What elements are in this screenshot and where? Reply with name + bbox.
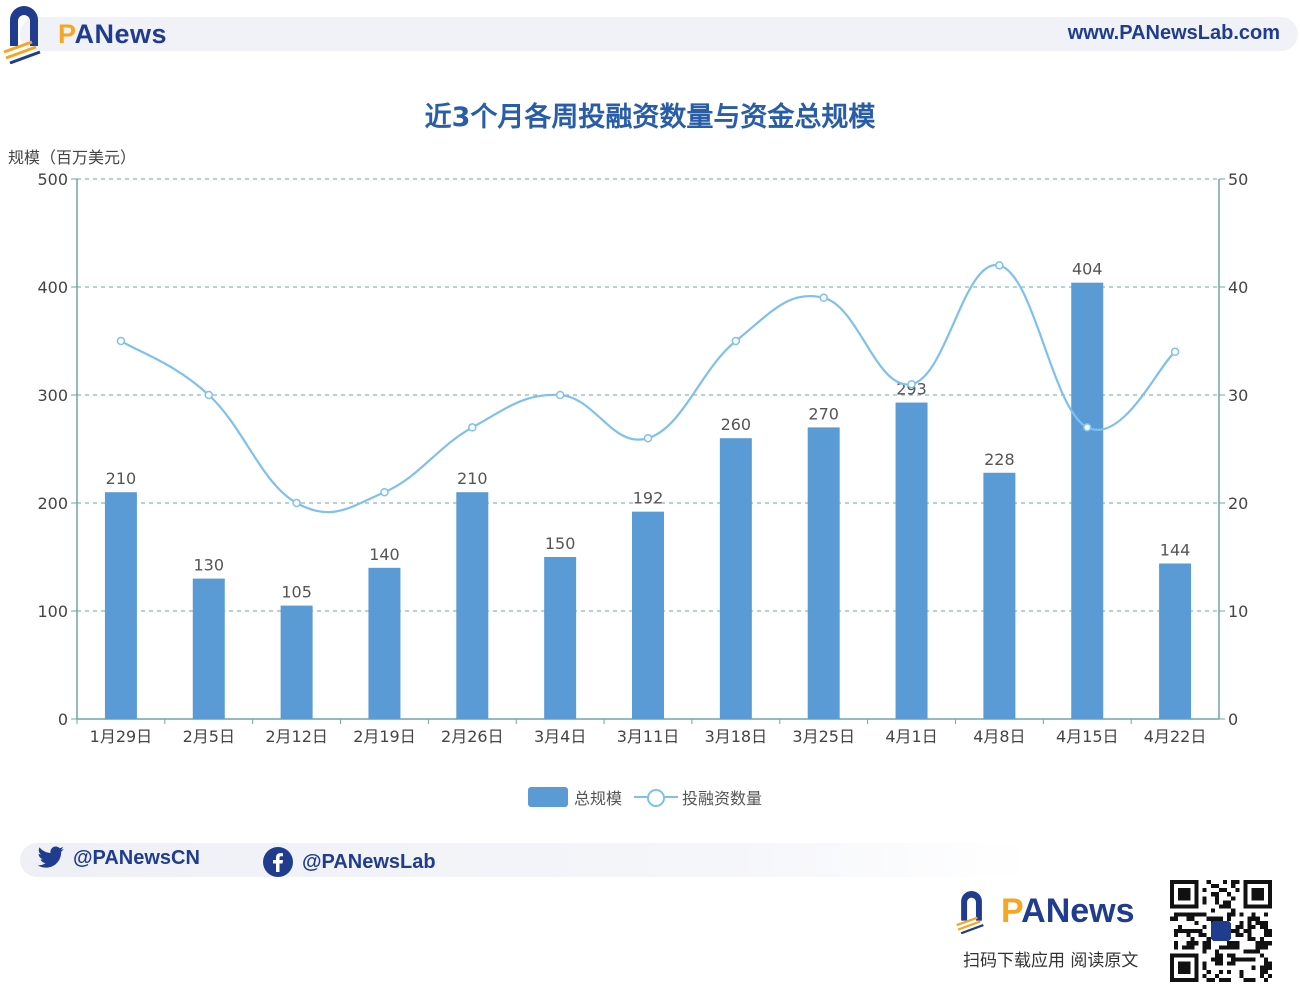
- line-point: [819, 293, 828, 303]
- bar-value-label: 260: [721, 415, 752, 434]
- bar-value-label: 130: [193, 556, 224, 575]
- header-brand[interactable]: PANews: [58, 19, 168, 49]
- x-tick-label: 2月26日: [441, 727, 504, 746]
- social-bar: [20, 843, 1030, 877]
- line-point: [995, 261, 1004, 270]
- y-tick-label: 500: [37, 170, 68, 189]
- bar: [192, 578, 225, 719]
- line-point: [204, 390, 214, 400]
- chart-title: 近3个月各周投融资数量与资金总规模: [424, 102, 876, 133]
- bar: [1159, 563, 1192, 719]
- y-axis-title: 规模（百万美元）: [8, 148, 137, 167]
- bar: [983, 472, 1016, 719]
- twitter-icon: [37, 846, 64, 868]
- bar-value-label: 192: [633, 489, 664, 508]
- line-point: [116, 336, 126, 346]
- x-tick-label: 4月15日: [1056, 727, 1119, 746]
- panews-logo-icon: [3, 6, 41, 64]
- x-tick-label: 2月12日: [265, 727, 328, 746]
- series-line: [120, 264, 1176, 514]
- x-tick-label: 3月18日: [705, 727, 768, 746]
- x-tick-label: 3月25日: [792, 727, 855, 746]
- legend-line-swatch[interactable]: [634, 787, 679, 807]
- y2-tick-label: 20: [1228, 494, 1248, 513]
- x-tick-label: 1月29日: [90, 727, 153, 746]
- legend-label-total[interactable]: 总规模: [574, 789, 623, 808]
- bar: [280, 605, 313, 719]
- bar: [104, 492, 137, 719]
- x-tick-label: 2月19日: [353, 727, 416, 746]
- bar: [368, 567, 401, 719]
- bar-value-label: 228: [984, 450, 1015, 469]
- bar: [719, 438, 752, 719]
- line-point: [1170, 347, 1180, 357]
- header-bar: [20, 17, 1298, 51]
- facebook-icon: [263, 847, 293, 877]
- bar: [1071, 282, 1104, 719]
- x-tick-label: 4月22日: [1144, 727, 1207, 746]
- footer-brand[interactable]: PANews: [955, 888, 1135, 934]
- legend-bar-swatch[interactable]: [528, 787, 568, 807]
- scan-instruction: 扫码下载应用 阅读原文: [963, 951, 1139, 971]
- x-tick-label: 4月8日: [973, 727, 1025, 746]
- line-point: [292, 498, 301, 508]
- bar-value-label: 210: [106, 469, 137, 488]
- line-point: [643, 433, 653, 443]
- x-tick-label: 3月11日: [617, 727, 680, 746]
- y2-tick-label: 40: [1228, 278, 1248, 297]
- y-tick-label: 100: [37, 602, 68, 621]
- line-point: [468, 423, 477, 432]
- y-tick-label: 400: [37, 278, 68, 297]
- bar-value-label: 140: [369, 545, 400, 564]
- y-tick-label: 200: [37, 494, 68, 513]
- twitter-handle: @PANewsCN: [73, 846, 200, 869]
- bar: [544, 557, 577, 719]
- bar: [456, 492, 489, 719]
- bar-value-label: 105: [281, 583, 312, 602]
- facebook-link[interactable]: @PANewsLab: [262, 846, 436, 878]
- legend-label-count[interactable]: 投融资数量: [682, 789, 763, 808]
- y2-tick-label: 0: [1228, 710, 1238, 729]
- bar: [895, 402, 928, 719]
- line-point: [907, 379, 916, 389]
- x-tick-label: 4月1日: [885, 727, 937, 746]
- qr-code-icon[interactable]: [1170, 880, 1272, 982]
- bar-value-label: 210: [457, 469, 488, 488]
- y2-tick-label: 50: [1228, 170, 1248, 189]
- line-point: [1082, 423, 1092, 432]
- site-url[interactable]: www.PANewsLab.com: [1067, 22, 1280, 44]
- line-point: [731, 336, 741, 346]
- line-point: [555, 390, 565, 400]
- panews-logo-icon: [956, 890, 984, 934]
- y-tick-label: 300: [37, 386, 68, 405]
- x-tick-label: 2月5日: [183, 727, 235, 746]
- footer-brand-name: PANews: [1001, 891, 1135, 930]
- y2-tick-label: 10: [1228, 602, 1248, 621]
- bar: [807, 427, 840, 719]
- bar-value-label: 270: [808, 404, 839, 423]
- facebook-handle: @PANewsLab: [302, 850, 436, 873]
- bar-value-label: 144: [1160, 540, 1191, 559]
- chart-legend[interactable]: 总规模 投融资数量: [528, 786, 762, 808]
- line-point: [380, 487, 389, 497]
- bar-value-label: 150: [545, 534, 576, 553]
- y-tick-label: 0: [58, 710, 68, 729]
- twitter-link[interactable]: @PANewsCN: [37, 846, 200, 870]
- x-tick-label: 3月4日: [534, 727, 586, 746]
- bar: [632, 511, 664, 719]
- y2-tick-label: 30: [1228, 386, 1248, 405]
- bar-value-label: 404: [1072, 260, 1103, 279]
